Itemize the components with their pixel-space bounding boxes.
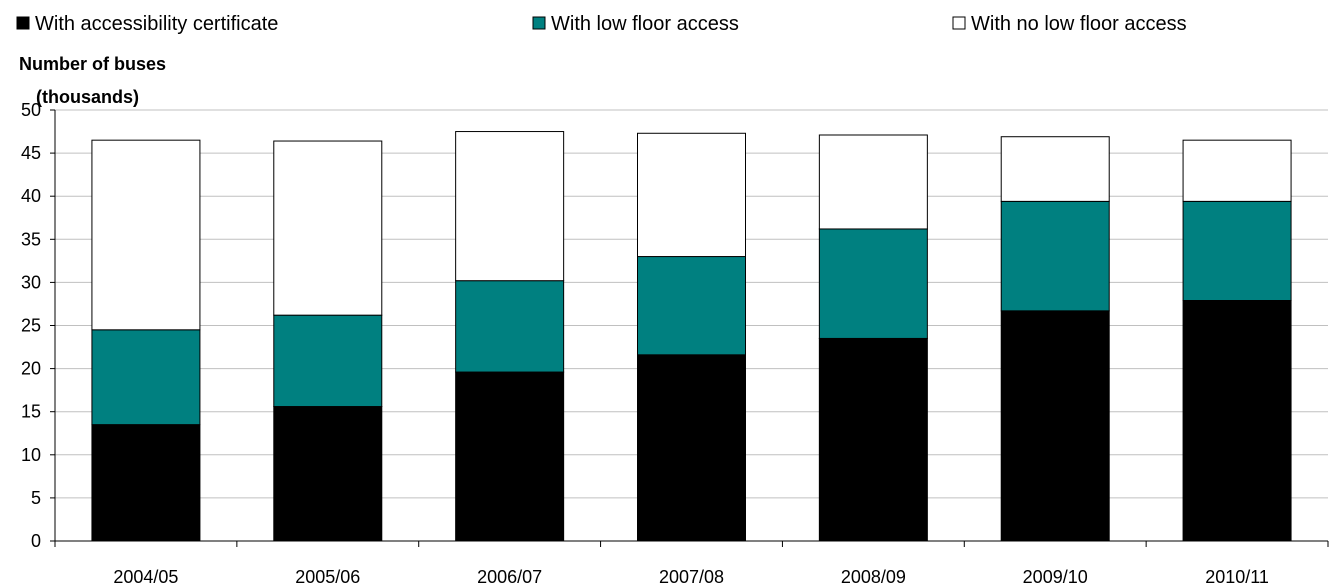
bar-2010/11-series-1 [1182,200,1292,302]
legend-swatch-2 [952,16,966,30]
bar-2010/11-series-0 [1182,300,1292,542]
y-tick-label-25: 25 [21,316,41,336]
bar-2007/08-series-1 [637,256,746,356]
bar-2008/09-series-0 [818,337,928,542]
x-tick-label-2010/11: 2010/11 [1205,567,1269,586]
y-tick-label-15: 15 [21,402,41,422]
bars [91,131,1292,542]
y-tick-label-50: 50 [21,100,41,120]
y-tick-label-0: 0 [31,531,41,551]
y-axis-title-line-2: (thousands) [36,87,139,107]
legend: With accessibility certificate With low f… [16,13,1187,35]
bar-2007/08-series-0 [637,354,746,542]
bar-2005/06-series-0 [273,406,383,542]
bar-2010/11-series-2 [1182,139,1292,202]
axes [54,110,1328,542]
bar-2005/06-series-1 [273,314,383,408]
y-tick-label-10: 10 [21,445,41,465]
y-tick-label-35: 35 [21,229,41,249]
bar-2009/10-series-2 [1000,136,1110,202]
y-axis-ticks: 0 5 10 15 20 25 30 35 40 45 50 [21,100,55,551]
y-axis-title-line-1: Number of buses [19,54,166,74]
bar-2004/05-series-2 [91,139,201,331]
y-axis-title: Number of buses (thousands) [19,54,166,107]
legend-label-1: With low floor access [551,13,739,35]
bar-2004/05-series-0 [91,424,201,542]
legend-swatch-1 [532,16,546,30]
legend-label-2: With no low floor access [971,13,1187,35]
bar-2006/07-series-1 [455,280,565,373]
bar-2005/06-series-2 [273,140,383,316]
bar-2006/07-series-0 [455,371,565,542]
x-tick-label-2007/08: 2007/08 [659,567,724,586]
x-tick-label-2008/09: 2008/09 [841,567,906,586]
x-tick-label-2009/10: 2009/10 [1023,567,1088,586]
legend-swatch-0 [16,16,30,30]
bar-2008/09-series-2 [818,134,928,230]
y-tick-label-5: 5 [31,488,41,508]
bar-2007/08-series-2 [637,132,746,258]
x-axis-ticks: 2004/05 2005/06 2006/07 2007/08 2008/09 2009/… [54,541,1329,586]
x-tick-label-2004/05: 2004/05 [113,567,178,586]
y-tick-label-40: 40 [21,186,41,206]
bar-2009/10-series-1 [1000,200,1110,312]
bar-2009/10-series-0 [1000,310,1110,542]
y-tick-label-20: 20 [21,359,41,379]
y-tick-label-45: 45 [21,143,41,163]
legend-label-0: With accessibility certificate [35,13,278,35]
y-tick-label-30: 30 [21,272,41,292]
x-tick-label-2006/07: 2006/07 [477,567,542,586]
bar-2008/09-series-1 [818,228,928,339]
bar-2006/07-series-2 [455,131,565,282]
x-tick-label-2005/06: 2005/06 [295,567,360,586]
bar-2004/05-series-1 [91,329,201,426]
